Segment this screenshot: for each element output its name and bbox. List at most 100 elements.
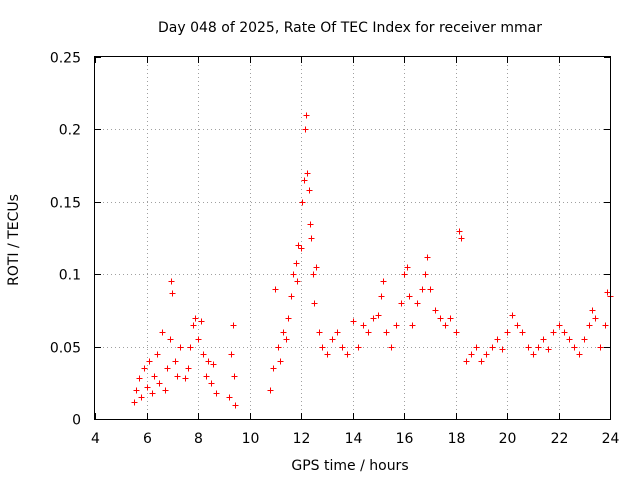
roti-point <box>378 293 385 300</box>
roti-point <box>228 351 235 358</box>
roti-point <box>494 336 501 343</box>
roti-point <box>393 322 400 329</box>
roti-point <box>294 278 301 285</box>
roti-point <box>545 346 552 353</box>
roti-point <box>604 289 611 296</box>
roti-point <box>316 329 323 336</box>
roti-point <box>468 351 475 358</box>
roti-point <box>419 286 426 293</box>
roti-point <box>365 329 372 336</box>
roti-point <box>602 322 609 329</box>
roti-point <box>277 358 284 365</box>
roti-point <box>198 318 205 325</box>
roti-point <box>187 344 194 351</box>
x-tick-label: 10 <box>242 431 260 447</box>
roti-point <box>133 387 140 394</box>
roti-point <box>302 126 309 133</box>
roti-point <box>159 329 166 336</box>
roti-point <box>288 293 295 300</box>
y-tick-label: 0 <box>72 413 81 429</box>
roti-point <box>324 351 331 358</box>
roti-point <box>301 177 308 184</box>
roti-point <box>556 322 563 329</box>
roti-point <box>283 336 290 343</box>
roti-point <box>136 375 143 382</box>
roti-point <box>380 278 387 285</box>
roti-point <box>308 235 315 242</box>
roti-point <box>208 380 215 387</box>
roti-point <box>483 351 490 358</box>
x-tick-label: 12 <box>293 431 311 447</box>
roti-point <box>375 312 382 319</box>
roti-point <box>589 307 596 314</box>
roti-point <box>177 344 184 351</box>
roti-point <box>154 351 161 358</box>
roti-point <box>319 344 326 351</box>
y-tick-label: 0.2 <box>59 123 81 139</box>
roti-point <box>167 336 174 343</box>
roti-point <box>205 358 212 365</box>
x-tick-label: 4 <box>91 431 100 447</box>
roti-point <box>339 344 346 351</box>
roti-point <box>156 380 163 387</box>
x-axis-label: GPS time / hours <box>291 458 408 474</box>
roti-point <box>422 271 429 278</box>
plot-frame <box>94 56 611 420</box>
roti-point <box>270 365 277 372</box>
roti-point <box>131 399 138 406</box>
roti-point <box>514 322 521 329</box>
axis-ticks <box>95 57 611 420</box>
roti-point <box>138 394 145 401</box>
roti-point <box>571 344 578 351</box>
roti-point <box>162 387 169 394</box>
roti-point <box>447 315 454 322</box>
roti-point <box>185 365 192 372</box>
roti-point <box>398 300 405 307</box>
roti-point <box>232 402 239 409</box>
roti-point <box>203 373 210 380</box>
roti-point <box>144 384 151 391</box>
roti-point <box>406 293 413 300</box>
roti-point <box>456 228 463 235</box>
roti-point <box>561 329 568 336</box>
roti-point <box>267 387 274 394</box>
roti-point <box>230 322 237 329</box>
roti-point <box>192 315 199 322</box>
roti-point <box>404 264 411 271</box>
roti-point <box>190 322 197 329</box>
roti-point <box>432 307 439 314</box>
roti-point <box>540 336 547 343</box>
x-tick-label: 6 <box>143 431 152 447</box>
roti-point <box>350 318 357 325</box>
roti-point <box>334 329 341 336</box>
grid-lines <box>95 57 610 419</box>
roti-point <box>149 390 156 397</box>
roti-point <box>231 373 238 380</box>
y-tick-label: 0.15 <box>50 196 81 212</box>
x-tick-labels: 4 6 8 10 12 14 16 18 20 22 24 <box>91 431 619 447</box>
roti-point <box>344 351 351 358</box>
roti-point <box>409 322 416 329</box>
x-tick-label: 20 <box>499 431 517 447</box>
x-tick-label: 8 <box>194 431 203 447</box>
roti-point <box>141 365 148 372</box>
roti-point <box>298 245 305 252</box>
roti-point <box>293 260 300 267</box>
roti-point <box>530 351 537 358</box>
roti-point <box>213 390 220 397</box>
roti-point <box>509 312 516 319</box>
roti-point <box>401 271 408 278</box>
roti-point <box>586 322 593 329</box>
y-axis-label: ROTI / TECUs <box>6 194 22 286</box>
roti-point <box>275 344 282 351</box>
roti-point <box>576 351 583 358</box>
roti-point <box>151 373 158 380</box>
roti-point <box>535 344 542 351</box>
x-tick-label: 24 <box>602 431 620 447</box>
roti-point <box>427 286 434 293</box>
roti-point <box>519 329 526 336</box>
roti-point <box>414 300 421 307</box>
x-tick-label: 14 <box>345 431 363 447</box>
roti-point <box>210 361 217 368</box>
